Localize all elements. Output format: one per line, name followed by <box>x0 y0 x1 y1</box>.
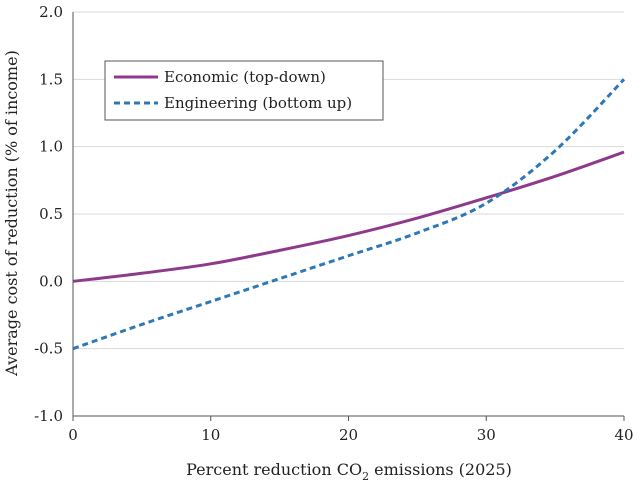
y-axis-title: Average cost of reduction (% of income) <box>2 50 21 377</box>
legend-box <box>104 60 384 121</box>
y-tick-label-2: 0.0 <box>39 272 63 290</box>
x-tick-label-1: 10 <box>201 426 220 444</box>
legend-label-engineering: Engineering (bottom up) <box>164 94 352 112</box>
y-tick-label-3: 0.5 <box>39 205 63 223</box>
series-layer <box>72 78 626 351</box>
x-tick-label-3: 30 <box>477 426 496 444</box>
y-tick-label-4: 1.0 <box>39 138 63 156</box>
x-tick-label-2: 20 <box>339 426 358 444</box>
x-tick-label-0: 0 <box>68 426 78 444</box>
x-tick-label-4: 40 <box>614 426 633 444</box>
y-tick-label-6: 2.0 <box>39 3 63 21</box>
x-tick-labels: 0 10 20 30 40 <box>68 416 634 444</box>
y-tick-labels: -1.0 -0.5 0.0 0.5 1.0 1.5 2.0 <box>34 3 63 425</box>
y-tick-label-5: 1.5 <box>39 70 63 88</box>
x-axis-title: Percent reduction CO2 emissions (2025) <box>186 460 512 483</box>
y-tick-label-1: -0.5 <box>34 340 63 358</box>
series-line-economic <box>72 150 625 283</box>
series-line-engineering <box>72 78 626 351</box>
legend: Economic (top-down) Engineering (bottom … <box>104 60 384 121</box>
legend-label-economic: Economic (top-down) <box>164 68 326 86</box>
y-tick-label-0: -1.0 <box>34 407 63 425</box>
